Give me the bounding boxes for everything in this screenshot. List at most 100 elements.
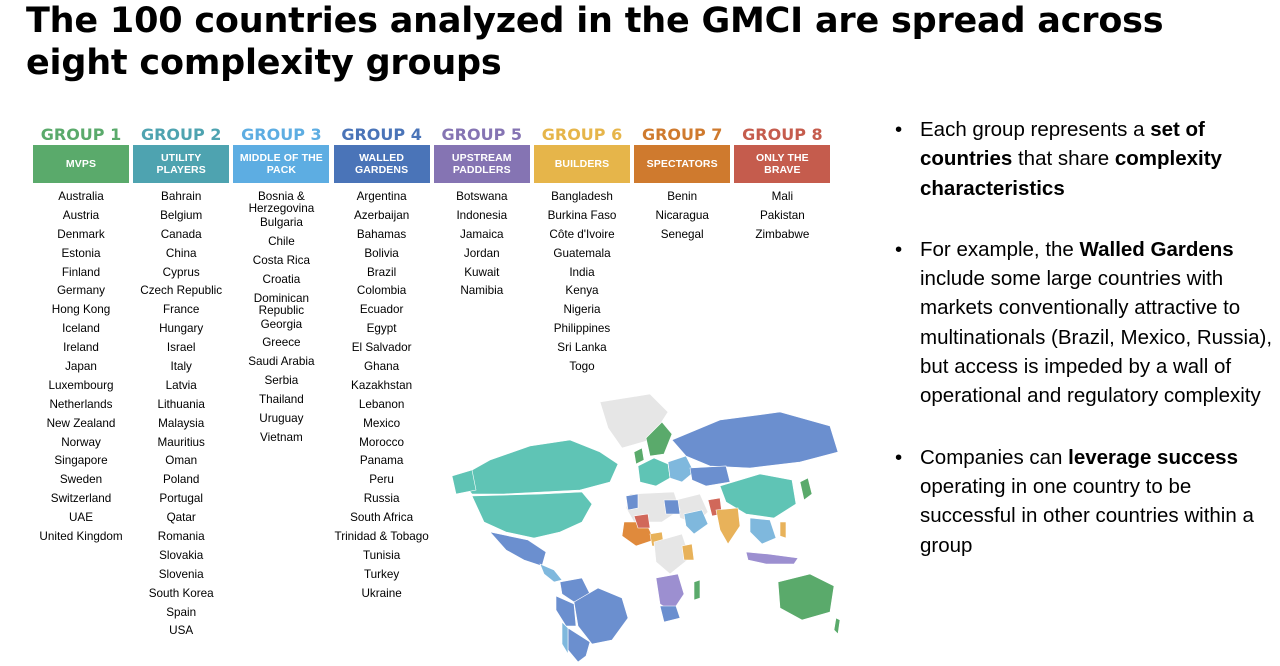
country-item: Bolivia [364, 246, 399, 260]
country-list: Argentina Azerbaijan Bahamas Bolivia Brazil C… [334, 189, 430, 605]
country-item: Mali [771, 190, 794, 203]
country-item: Namibia [460, 284, 504, 298]
map-brazil [573, 587, 629, 645]
country-item: Japan [65, 360, 97, 374]
country-item: India [569, 265, 595, 279]
group-name-badge: WALLED GARDENS [333, 145, 430, 183]
country-item: UAE [68, 511, 94, 525]
group-name: SPECTATORS [646, 158, 718, 170]
country-item: United Kingdom [39, 530, 123, 544]
bullet-icon: • [895, 118, 903, 141]
map-chile [561, 621, 569, 656]
map-indonesia [745, 551, 799, 565]
group-number: GROUP 4 [341, 125, 422, 144]
country-list: Botswana Indonesia Jamaica Jordan Kuwait Nami… [434, 189, 530, 302]
map-madagascar [693, 579, 701, 601]
country-item: Slovenia [158, 567, 204, 581]
country-item: Greece [262, 336, 301, 350]
emphasis-text: complexity characteristics [920, 147, 1222, 200]
group-column-3: GROUP 3 MIDDLE OF THE PACK Bosnia & Herzeg… [233, 125, 330, 449]
country-item: Benin [667, 190, 698, 203]
map-philippines [779, 521, 787, 539]
group-column-1: GROUP 1 MVPS Australia Austria Denmark Estoni… [33, 125, 129, 548]
country-item: Germany [56, 284, 106, 298]
page-title: The 100 countries analyzed in the GMCI a… [26, 1, 1164, 83]
country-item: Sri Lanka [557, 341, 607, 355]
map-north-africa [625, 491, 681, 523]
map-japan [799, 477, 813, 501]
map-new-zealand [833, 617, 841, 635]
country-item: Latvia [165, 378, 197, 392]
country-item: South Korea [148, 586, 214, 600]
country-item: Argentina [356, 190, 407, 203]
group-name-badge: SPECTATORS [634, 145, 731, 183]
country-item: Iceland [62, 322, 100, 336]
country-item: Czech Republic [140, 284, 223, 298]
group-name-badge: UPSTREAM PADDLERS [433, 145, 530, 183]
country-item: Burkina Faso [547, 208, 617, 222]
country-item: Turkey [363, 567, 400, 581]
country-item: Ghana [364, 360, 400, 374]
country-item: Estonia [61, 246, 101, 260]
country-item: Vietnam [260, 430, 303, 444]
country-item: Bahamas [356, 227, 407, 241]
country-item: Azerbaijan [353, 208, 410, 222]
map-central-africa [653, 533, 691, 575]
country-item: Malaysia [158, 416, 205, 430]
country-item: Nicaragua [655, 208, 709, 222]
bullet-icon: • [895, 237, 903, 261]
country-list: Bahrain Belgium Canada China Cyprus Czech Rep… [133, 189, 229, 642]
map-kenya [681, 543, 695, 561]
country-item: New Zealand [46, 416, 116, 430]
map-peru [555, 595, 577, 627]
country-list: Bosnia & Herzegovina Bulgaria Chile Costa R… [233, 189, 329, 449]
point-text: that share [1012, 147, 1115, 171]
group-name-badge: MVPS [33, 145, 129, 183]
country-item: Bulgaria [259, 216, 303, 229]
group-name: WALLED GARDENS [354, 152, 409, 176]
group-number: GROUP 6 [541, 125, 623, 144]
complexity-groups: GROUP 1 MVPS Australia Austria Denmark Estoni… [33, 125, 833, 655]
country-item: Panama [359, 454, 404, 468]
key-points-list: • Each group represents a set of countrie… [893, 115, 1273, 592]
country-item: Qatar [166, 511, 196, 525]
group-name: ONLY THE BRAVE [756, 152, 809, 176]
key-point: • Each group represents a set of countrie… [893, 115, 1273, 203]
country-item: Switzerland [50, 492, 112, 506]
country-list: Australia Austria Denmark Estonia Finland Ger… [33, 189, 129, 548]
map-scandinavia [645, 421, 673, 457]
map-china [719, 473, 797, 519]
world-map [451, 393, 841, 662]
group-number: GROUP 7 [641, 125, 723, 144]
country-item: Italy [170, 360, 192, 374]
map-central-america [539, 563, 563, 583]
country-item: Côte d'Ivoire [549, 227, 615, 241]
country-item: Australia [58, 190, 104, 203]
group-name-badge: BUILDERS [534, 145, 630, 183]
country-item: Costa Rica [252, 253, 310, 267]
map-morocco [625, 493, 639, 511]
country-item: Poland [162, 473, 200, 487]
country-item: Pakistan [759, 208, 805, 222]
country-item: Sweden [59, 473, 103, 487]
group-number: GROUP 2 [140, 125, 222, 144]
country-item: China [165, 246, 197, 260]
country-item: Kazakhstan [351, 378, 413, 392]
country-item: Georgia [260, 317, 303, 331]
point-text: Companies can [920, 445, 1069, 469]
country-item: Togo [569, 360, 595, 374]
country-item: Egypt [366, 322, 397, 336]
country-item: Cyprus [162, 265, 200, 279]
country-item: Bosnia & Herzegovina [248, 190, 315, 215]
country-item: Kuwait [464, 265, 500, 279]
key-point: • Companies can leverage success operatin… [893, 443, 1273, 560]
bullet-icon: • [895, 445, 903, 469]
country-item: USA [169, 624, 194, 638]
group-number: GROUP 5 [441, 125, 523, 144]
country-item: Slovakia [159, 548, 204, 562]
group-name-badge: MIDDLE OF THE PACK [233, 145, 330, 183]
map-uk [633, 447, 645, 465]
group-column-4: GROUP 4 WALLED GARDENS Argentina Azerbaijan… [333, 125, 430, 605]
country-item: Bahrain [161, 190, 202, 203]
group-column-8: GROUP 8 ONLY THE BRAVE Mali Pakistan Zimbabw… [734, 125, 831, 246]
